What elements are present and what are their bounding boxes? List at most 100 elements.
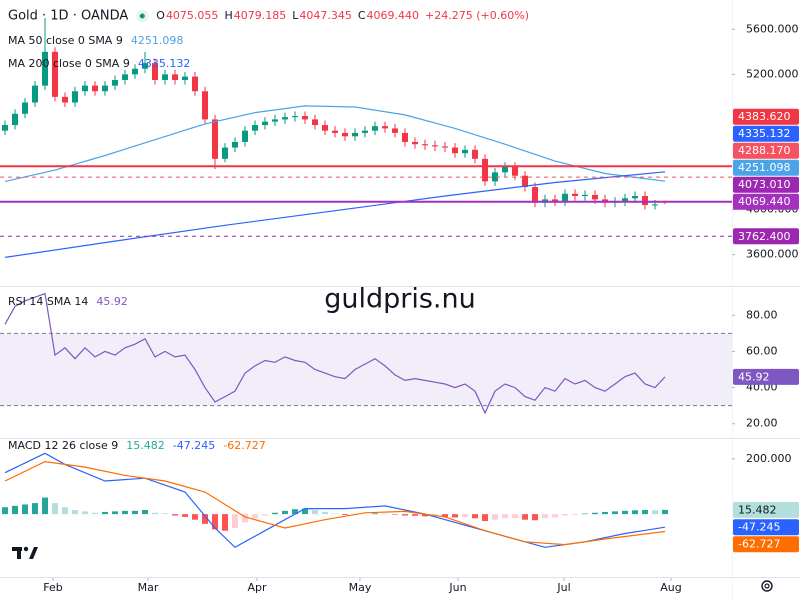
macd-histogram-bar: [12, 505, 18, 515]
legend-value: 15.482: [126, 439, 165, 452]
rsi-band: [0, 333, 732, 406]
candle-body: [182, 76, 188, 80]
candle-body: [102, 85, 108, 92]
macd-histogram-bar: [652, 510, 658, 515]
legend-name: MA 50 close 0 SMA 9: [8, 34, 123, 47]
macd-histogram-bar: [622, 510, 628, 515]
legend-value: 45.92: [96, 295, 128, 308]
rsi-line: [4, 292, 666, 415]
candle-body: [442, 146, 448, 148]
price-tag: [733, 519, 799, 536]
macd-histogram-bar: [492, 514, 498, 520]
macd-histogram-bar: [112, 511, 118, 515]
macd-histogram-bar: [522, 514, 528, 520]
candle-body: [282, 117, 288, 120]
legend-name: MA 200 close 0 SMA 9: [8, 57, 130, 70]
macd-histogram-bar: [562, 514, 568, 516]
settings-gear[interactable]: [761, 580, 773, 592]
candle-body: [452, 147, 458, 154]
watermark: guldpris.nu: [324, 284, 476, 315]
x-tick-label: Jul: [556, 581, 570, 594]
candle-body: [42, 51, 48, 86]
price-tag-label: 4383.620: [738, 110, 791, 123]
macd-histogram-bar: [632, 510, 638, 515]
macd-histogram-bar: [382, 513, 388, 515]
macd-histogram-bar: [102, 511, 108, 515]
ohlc-key: O: [156, 9, 165, 22]
x-tick-label: May: [349, 581, 372, 594]
ohlc-value: 4069.440: [367, 9, 420, 22]
macd-histogram-bar: [132, 510, 138, 515]
candle-body: [142, 63, 148, 69]
candle-body: [32, 85, 38, 103]
macd-line: [4, 452, 666, 549]
macd-histogram-bar: [222, 514, 228, 531]
candle-body: [472, 149, 478, 159]
x-tick-label: Feb: [43, 581, 62, 594]
price-tag: [733, 501, 799, 518]
candle-body: [572, 193, 578, 197]
macd-histogram-bar: [512, 514, 518, 519]
macd-histogram-bar: [202, 514, 208, 524]
candle-body: [412, 141, 418, 145]
macd-histogram-bar: [92, 512, 98, 515]
macd-histogram-bar: [542, 514, 548, 519]
macd-histogram-bar: [472, 514, 478, 519]
macd-histogram-bar: [602, 511, 608, 515]
candle-body: [522, 175, 528, 187]
candle-body: [342, 132, 348, 137]
price-pane: [0, 18, 732, 258]
candle-body: [292, 116, 298, 118]
price-tag: [733, 125, 799, 142]
macd-pane: [2, 452, 668, 549]
price-tag: [733, 193, 799, 210]
ohlc-key: L: [292, 9, 299, 22]
y-tick-label: 80.00: [746, 308, 778, 321]
candle-body: [622, 198, 628, 202]
macd-histogram-bar: [332, 513, 338, 515]
candle-body: [402, 132, 408, 142]
y-tick-label: 5200.000: [746, 67, 799, 80]
x-tick-label: Aug: [660, 581, 681, 594]
candle-body: [22, 102, 28, 114]
macd-histogram-bar: [292, 509, 298, 515]
macd-histogram-bar: [162, 513, 168, 515]
candle-body: [202, 91, 208, 120]
rsi-pane: [0, 292, 732, 415]
price-tag: [733, 159, 799, 176]
symbol-title: Gold · 1D · OANDA: [8, 9, 128, 24]
candle-body: [232, 141, 238, 148]
candle-body: [272, 119, 278, 122]
candle-body: [242, 130, 248, 142]
macd-histogram-bar: [392, 514, 398, 515]
ohlc-value: 4079.185: [234, 9, 287, 22]
macd-histogram-bar: [592, 512, 598, 515]
candle-body: [92, 85, 98, 92]
y-tick-label: 5600.000: [746, 22, 799, 35]
legend-value: -47.245: [173, 439, 215, 452]
candle-body: [162, 74, 168, 80]
price-tag-label: 4251.098: [738, 161, 791, 174]
macd-histogram-bar: [412, 514, 418, 516]
macd-histogram-bar: [22, 504, 28, 515]
legend-name: MACD 12 26 close 9: [8, 439, 118, 452]
candle-body: [72, 91, 78, 103]
candle-body: [632, 196, 638, 199]
candle-body: [422, 144, 428, 146]
macd-histogram-bar: [52, 503, 58, 515]
macd-histogram-bar: [572, 514, 578, 515]
price-tag: [733, 536, 799, 553]
candle-body: [562, 193, 568, 202]
macd-histogram-bar: [302, 508, 308, 515]
y-tick-label: 20.00: [746, 417, 778, 430]
price-tag-label: 4073.010: [738, 178, 791, 191]
candle-body: [12, 113, 18, 126]
macd-histogram-bar: [212, 514, 218, 530]
candle-body: [302, 116, 308, 120]
candle-body: [112, 79, 118, 86]
y-tick-label: 200.000: [746, 452, 792, 465]
candle-body: [2, 125, 8, 131]
price-tag-label: -47.245: [738, 521, 780, 534]
tradingview-logo[interactable]: [12, 546, 38, 559]
